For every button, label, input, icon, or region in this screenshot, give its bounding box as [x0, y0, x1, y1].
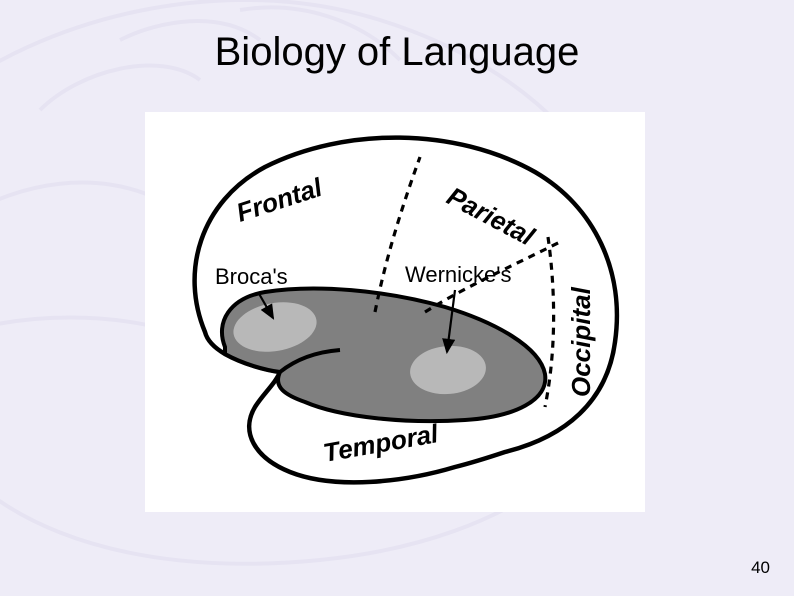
brain-diagram: Frontal Parietal Temporal Occipital Broc… — [145, 112, 645, 512]
brocas-label: Broca's — [215, 264, 288, 289]
page-number: 40 — [751, 558, 770, 578]
wernickes-label: Wernicke's — [405, 262, 512, 287]
parietal-label: Parietal — [442, 181, 540, 252]
occipital-label: Occipital — [566, 286, 596, 397]
slide-title: Biology of Language — [0, 30, 794, 75]
temporal-label: Temporal — [321, 418, 441, 468]
frontal-parietal-boundary — [375, 157, 420, 312]
